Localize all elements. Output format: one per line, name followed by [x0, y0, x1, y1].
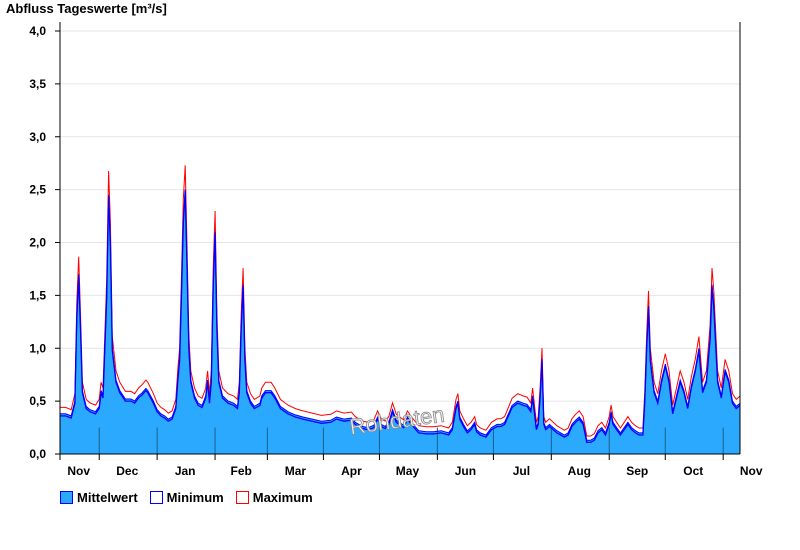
mean-area [60, 189, 740, 454]
y-tick-label: 1,5 [29, 288, 46, 302]
x-tick-label: Apr [341, 464, 362, 478]
legend-label: Minimum [166, 490, 224, 505]
legend: Mittelwert Minimum Maximum [60, 490, 313, 505]
x-tick-label: Jan [175, 464, 196, 478]
min-line [60, 191, 741, 444]
x-tick-label: Dec [116, 464, 138, 478]
x-tick-label: Jun [455, 464, 476, 478]
legend-item-mean: Mittelwert [60, 490, 138, 505]
y-tick-label: 1,0 [29, 341, 46, 355]
legend-swatch-min [149, 491, 163, 504]
legend-item-max: Maximum [235, 490, 313, 505]
x-tick-label: Mar [285, 464, 307, 478]
mean-line [60, 189, 741, 441]
x-tick-label: Nov [67, 464, 90, 478]
x-tick-label: May [396, 464, 420, 478]
x-tick-label: Aug [568, 464, 591, 478]
y-tick-label: 3,0 [29, 130, 46, 144]
legend-label: Mittelwert [77, 490, 138, 505]
x-tick-label: Sep [626, 464, 648, 478]
y-tick-label: 3,5 [29, 77, 46, 91]
y-tick-label: 2,5 [29, 183, 46, 197]
x-tick-label: Oct [683, 464, 703, 478]
max-line [60, 165, 741, 437]
legend-swatch-max [235, 491, 249, 504]
y-tick-label: 2,0 [29, 236, 46, 250]
legend-swatch-mean [60, 491, 73, 504]
x-tick-label: Jul [513, 464, 530, 478]
x-tick-label: Nov [740, 464, 763, 478]
y-tick-label: 4,0 [29, 24, 46, 38]
y-tick-label: 0,0 [29, 447, 46, 461]
x-tick-label: Feb [231, 464, 252, 478]
legend-item-min: Minimum [149, 490, 224, 505]
legend-label: Maximum [252, 490, 313, 505]
chart-title: Abfluss Tageswerte [m³/s] [6, 1, 167, 16]
y-tick-label: 0,5 [29, 394, 46, 408]
